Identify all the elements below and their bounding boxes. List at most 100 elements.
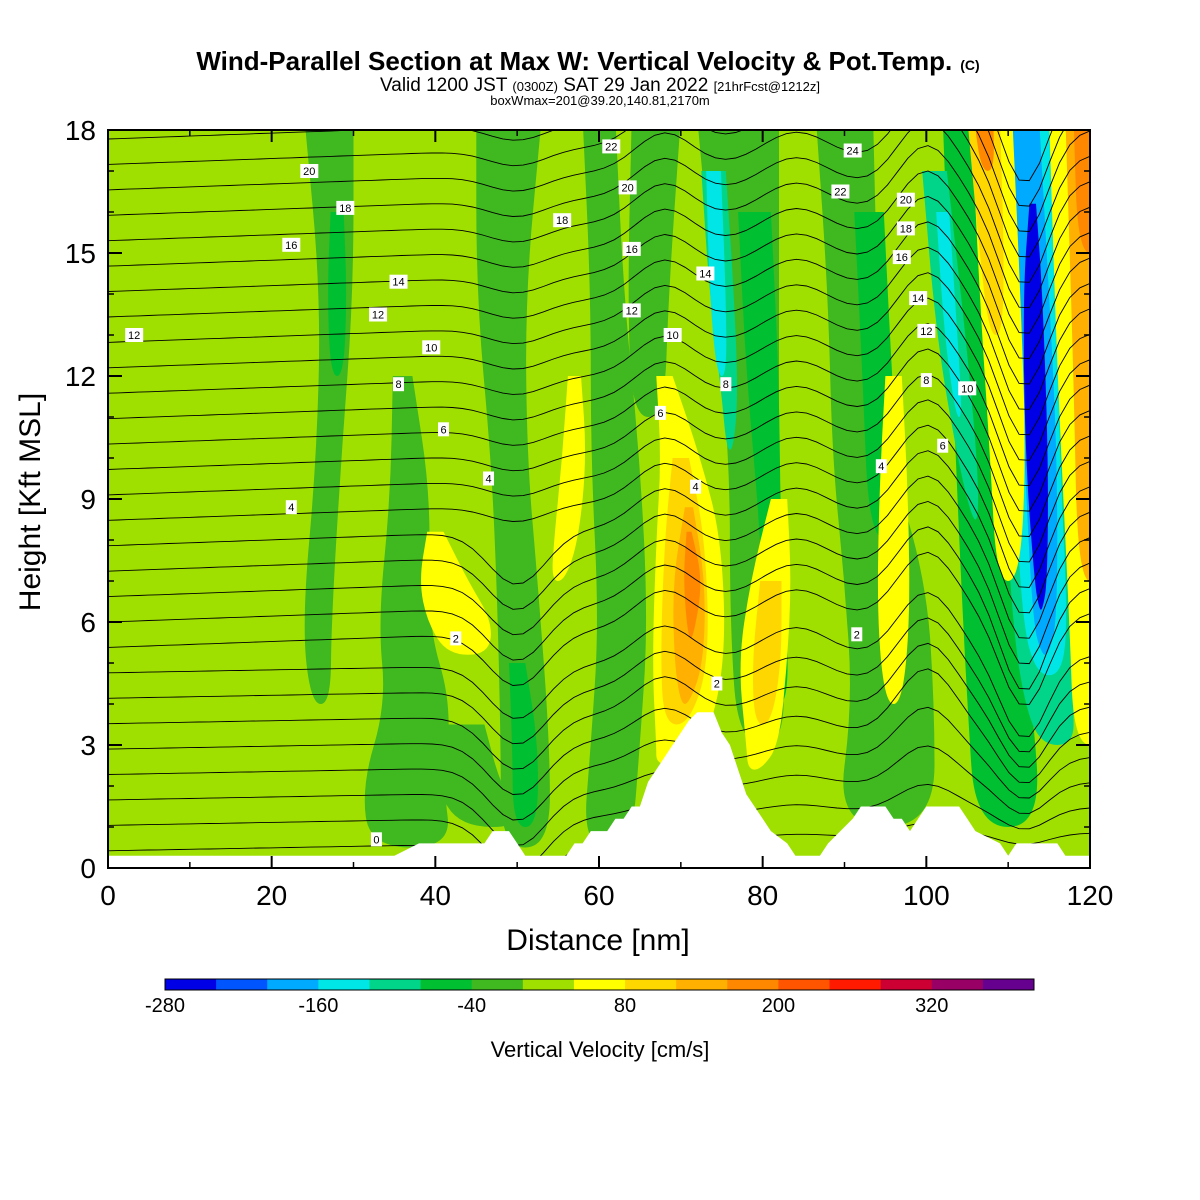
contour-label: 16 (892, 250, 911, 265)
contour-label-text: 4 (485, 474, 491, 486)
colorbar-swatch (676, 979, 728, 990)
isentrope-line (108, 592, 1090, 737)
isentrope-line (108, 642, 1090, 770)
updraft-peak (975, 130, 994, 171)
x-axis-label: Distance [nm] (506, 924, 689, 957)
x-axis: 0 20 40 60 80 100 120 (100, 130, 1113, 911)
contour-label-text: 12 (920, 326, 932, 338)
contour-label: 18 (896, 221, 915, 236)
colorbar-swatch (982, 979, 1035, 990)
contour-label-box (696, 266, 715, 281)
chart-subtitle-valid: Valid 1200 JST (0300Z) SAT 29 Jan 2022 [… (380, 75, 820, 96)
y-axis: 0 3 6 9 12 15 18 (65, 115, 1090, 884)
isentrope-line (108, 246, 1090, 410)
contour-label: 20 (300, 164, 319, 178)
contour-label-box (125, 328, 144, 342)
contour-label-box (336, 200, 355, 215)
isentrope-line (108, 196, 1090, 360)
contour-label-box (282, 237, 301, 252)
contour-label-text: 16 (285, 240, 297, 252)
updraft-strong (752, 581, 782, 725)
contour-label: 10 (958, 381, 977, 396)
contour-label-text: 8 (923, 375, 929, 387)
contour-label-box (892, 250, 911, 265)
contour-label-text: 8 (723, 379, 729, 391)
colorbar-swatch (778, 979, 831, 990)
contour-label-box (690, 479, 702, 494)
contour-label: 24 (843, 143, 862, 158)
contour-label: 12 (917, 323, 936, 338)
contour-label-text: 20 (900, 195, 912, 207)
contour-label-text: 2 (854, 629, 860, 641)
x-tick-label: 100 (903, 880, 950, 911)
isentrope-line (108, 551, 1090, 705)
contour-label-box (553, 213, 572, 228)
contour-label-box (654, 405, 666, 420)
contour-label: 12 (622, 303, 641, 318)
contour-label-text: 14 (912, 293, 924, 305)
contour-label: 2 (711, 676, 723, 691)
y-tick-label: 6 (80, 607, 96, 638)
isentrope-line (108, 130, 1090, 232)
contour-label-text: 16 (626, 244, 638, 256)
contour-label: 2 (450, 631, 462, 646)
updraft-strong (968, 130, 1004, 335)
contour-label-text: 6 (440, 424, 446, 436)
contour-label-box (896, 192, 915, 207)
terrain-mask (108, 712, 1090, 868)
contour-label: 22 (831, 184, 850, 199)
contour-label-text: 2 (714, 679, 720, 691)
contour-label-box (896, 221, 915, 236)
contour-label-text: 12 (128, 330, 140, 342)
downdraft-column (628, 130, 680, 417)
x-tick-label: 60 (583, 880, 614, 911)
contour-label-box (909, 291, 928, 306)
contour-label-box (622, 241, 641, 256)
contour-label: 6 (438, 422, 450, 437)
downdraft-column (583, 130, 647, 848)
downdraft-stronger (706, 171, 727, 376)
updraft-patch (421, 531, 491, 655)
y-tick-label: 3 (80, 730, 96, 761)
isentrope-line (108, 130, 1090, 258)
contour-label-box (917, 323, 936, 338)
isentrope-line (108, 170, 1090, 334)
contour-label: 20 (618, 180, 637, 195)
colorbar-label: Vertical Velocity [cm/s] (491, 1037, 710, 1062)
contour-label-box (920, 373, 932, 388)
contour-label-text: 12 (626, 305, 638, 317)
contour-label: 4 (875, 459, 887, 474)
contour-label: 8 (920, 373, 932, 388)
colorbar-swatch (165, 979, 217, 990)
contour-labels: 2018161412121086442022201816141210864224… (125, 139, 977, 847)
x-tick-label: 0 (100, 880, 116, 911)
isentrope-line (108, 424, 1090, 588)
colorbar-swatch (829, 979, 882, 990)
colorbar-tick-label: -40 (457, 995, 486, 1017)
colorbar-tick-label: 200 (762, 995, 795, 1017)
contour-label-text: 4 (693, 482, 699, 494)
isentrope-line (108, 668, 1090, 795)
contour-label: 6 (654, 405, 666, 420)
x-tick-label: 20 (256, 880, 287, 911)
contour-label-box (937, 438, 949, 453)
colorbar-swatch (369, 979, 422, 990)
colorbar-swatch (318, 979, 370, 990)
isentrope-line (108, 706, 1090, 821)
isentrope-line (108, 130, 1090, 283)
contour-label-text: 6 (940, 441, 946, 453)
contour-label: 18 (553, 213, 572, 228)
y-tick-label: 12 (65, 361, 96, 392)
colorbar-swatch (625, 979, 677, 990)
chart-title: Wind-Parallel Section at Max W: Vertical… (196, 46, 979, 76)
colorbar-tick-label: -160 (298, 995, 338, 1017)
colorbar-swatch (880, 979, 933, 990)
contour-label-text: 22 (834, 187, 846, 199)
colorbar-tick-label: 80 (614, 995, 636, 1017)
y-tick-label: 9 (80, 484, 96, 515)
contour-label: 18 (336, 200, 355, 215)
contour-label-box (438, 422, 450, 437)
y-tick-label: 15 (65, 238, 96, 269)
contour-label-text: 18 (556, 215, 568, 227)
contour-label-text: 8 (395, 379, 401, 391)
